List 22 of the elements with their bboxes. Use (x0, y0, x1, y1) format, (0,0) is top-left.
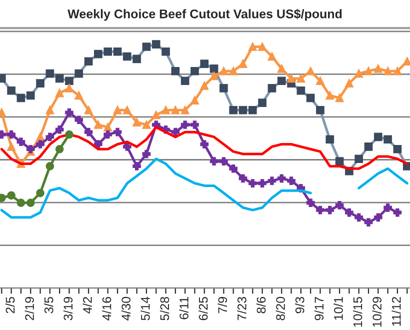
x-tick-label: 4/30 (121, 296, 130, 320)
x-tick-label: 5/14 (140, 296, 150, 320)
x-tick-label: 11/12 (392, 297, 401, 326)
x-tick-label: 4/2 (82, 297, 92, 314)
x-tick-label: 3/5 (44, 296, 54, 314)
x-tick-label: 4/16 (102, 296, 112, 320)
x-tick-label: 9/17 (314, 297, 324, 320)
x-tick-label: 6/25 (198, 296, 208, 320)
chart-title: Weekly Choice Beef Cutout Values US$/pound (68, 8, 342, 21)
x-tick-label: 3/19 (63, 297, 73, 320)
x-tick-label: 8/20 (276, 296, 285, 320)
x-tick-label: 7/23 (237, 296, 246, 320)
x-tick-label: 10/29 (372, 297, 382, 327)
x-tick-label: 10/1 (334, 297, 343, 320)
x-tick-label: 2/5 (5, 296, 15, 314)
x-tick-label: 8/6 (256, 296, 266, 314)
x-tick-label: 6/11 (179, 297, 188, 320)
x-tick-label: 5/28 (160, 296, 170, 320)
x-tick-label: 9/3 (295, 296, 304, 314)
x-tick-label: 10/15 (353, 296, 362, 327)
x-tick-label: 7/9 (218, 297, 228, 314)
x-tick-label: 2/19 (24, 297, 34, 320)
